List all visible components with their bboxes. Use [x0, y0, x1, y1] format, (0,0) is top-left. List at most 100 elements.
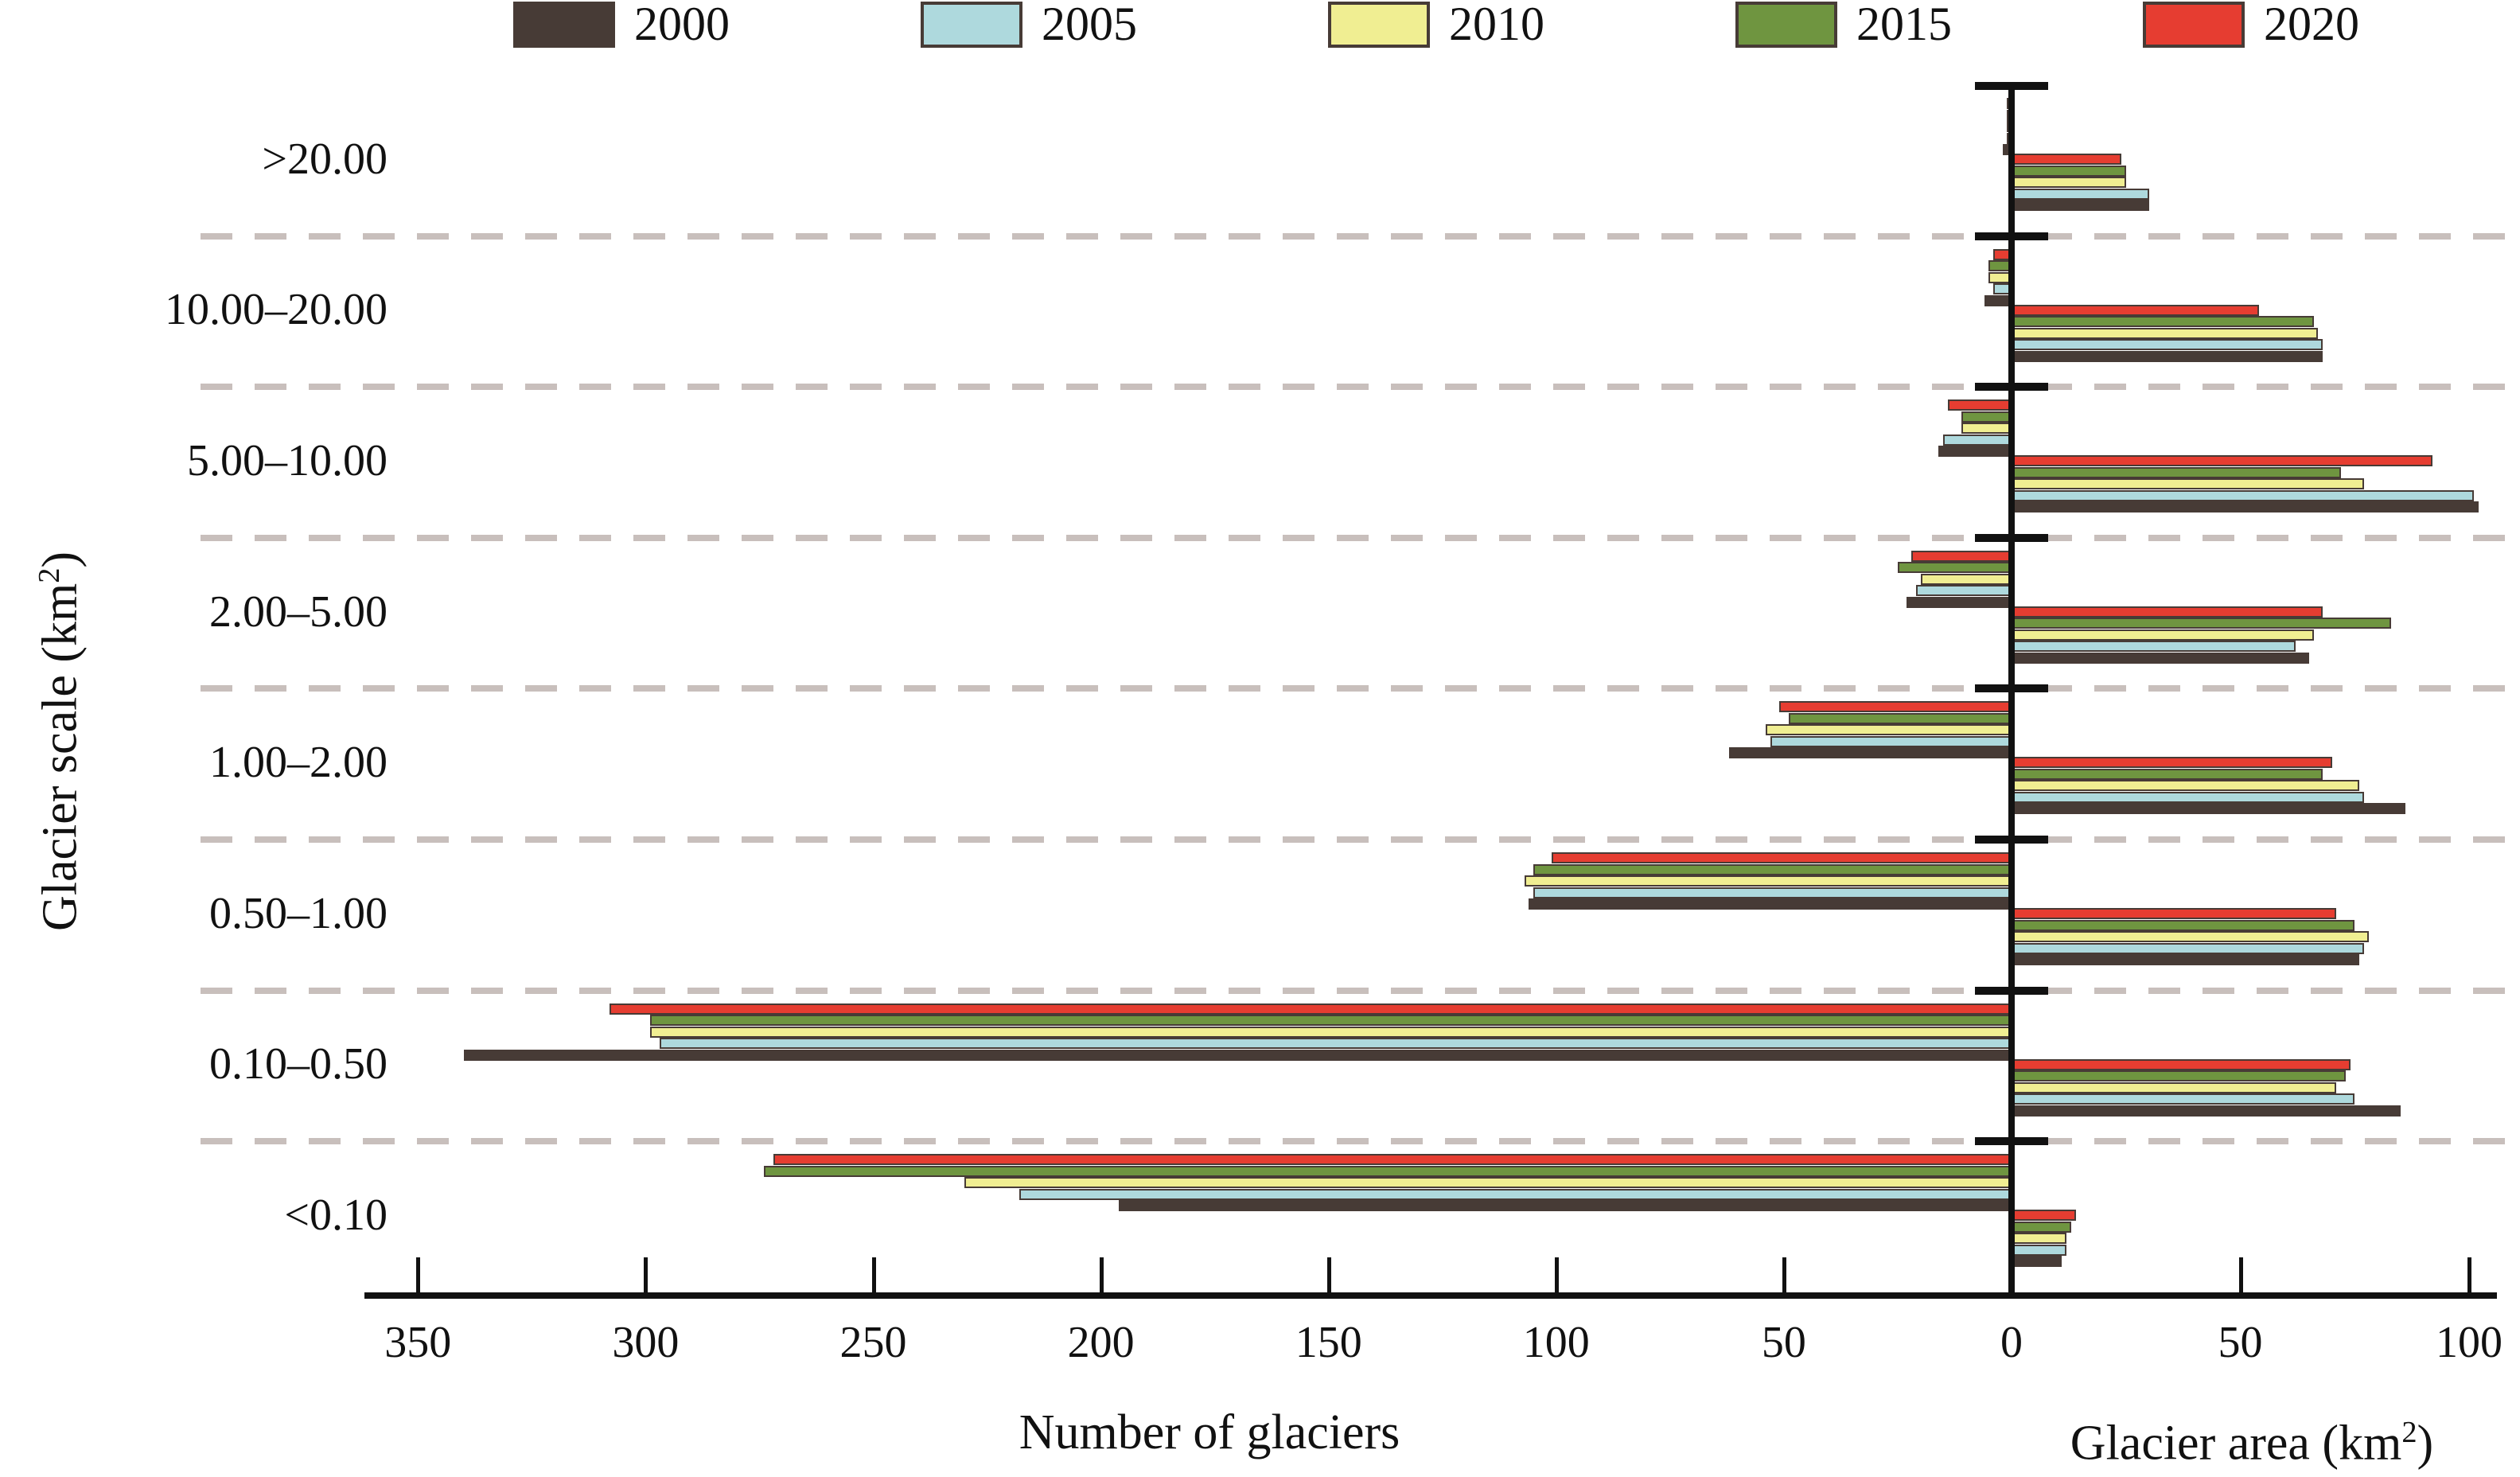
bar-number-2010: [1524, 875, 2012, 887]
y-axis-title-prefix: Glacier scale (km: [33, 583, 88, 931]
category-separator-line: [201, 987, 2516, 994]
x-tick-label: 100: [2436, 1318, 2502, 1367]
bar-number-2015: [1788, 712, 2012, 724]
bar-area-2015: [2012, 1221, 2071, 1233]
bar-area-2005: [2012, 188, 2149, 200]
bar-area-2005: [2012, 641, 2296, 653]
bar-number-2000: [1119, 1200, 2012, 1212]
bar-area-2020: [2012, 606, 2323, 618]
bar-area-2000: [2012, 803, 2405, 815]
x-tick-label: 50: [1761, 1318, 1806, 1367]
bar-number-2000: [1938, 446, 2012, 458]
bar-number-2000: [1529, 898, 2012, 910]
bar-area-2000: [2012, 1256, 2062, 1268]
bar-area-2015: [2012, 919, 2355, 931]
bar-number-2015: [764, 1165, 2012, 1177]
bar-number-2015: [1897, 562, 2012, 574]
legend-item: 2000: [513, 0, 921, 48]
x-axis-title-right-prefix: Glacier area (km: [2070, 1416, 2402, 1471]
bar-area-2010: [2012, 629, 2314, 641]
legend-label: 2005: [1042, 0, 1137, 50]
bar-area-2010: [2012, 780, 2359, 792]
category-label: 5.00–10.00: [187, 436, 388, 485]
right-axis-tick: [2467, 1257, 2471, 1292]
legend-swatch-2005: [921, 2, 1022, 48]
x-tick-label: 350: [384, 1318, 452, 1367]
bar-area-2000: [2012, 1105, 2401, 1117]
x-tick-label: 150: [1295, 1318, 1362, 1367]
bar-area-2015: [2012, 768, 2323, 780]
category-label: 0.10–0.50: [209, 1039, 388, 1089]
category-label: >20.00: [262, 134, 388, 184]
category-separator-line: [201, 232, 2516, 240]
category-separator-line: [201, 836, 2516, 843]
category-label: 10.00–20.00: [165, 285, 388, 335]
x-tick-label: 300: [612, 1318, 680, 1367]
bar-number-2020: [609, 1003, 2012, 1015]
bar-number-2000: [1907, 596, 2012, 608]
bar-area-2005: [2012, 791, 2364, 803]
legend-swatch-2020: [2143, 2, 2245, 48]
y-axis-title: Glacier scale (km2): [24, 551, 88, 931]
bar-area-2010: [2012, 327, 2319, 339]
bar-number-2015: [1961, 411, 2012, 423]
bar-number-2005: [1019, 1188, 2012, 1200]
bar-number-2015: [1533, 863, 2012, 875]
x-axis-title-right: Glacier area (km2): [1957, 1407, 2520, 1469]
y-axis-title-sup: 2: [33, 567, 66, 583]
legend-swatch-2010: [1328, 2, 1430, 48]
left-axis-tick: [871, 1257, 876, 1292]
legend-label: 2010: [1449, 0, 1544, 50]
left-axis-tick: [644, 1257, 649, 1292]
x-tick-label: 200: [1067, 1318, 1135, 1367]
bar-number-2000: [1984, 294, 2012, 306]
bar-area-2005: [2012, 1244, 2066, 1256]
legend: 2000 2005 2010 2015 2020: [513, 0, 2520, 48]
bar-area-2020: [2012, 154, 2121, 165]
bar-number-2020: [1779, 701, 2012, 713]
legend-item: 2020: [2143, 0, 2520, 48]
bar-area-2005: [2012, 339, 2323, 351]
bar-area-2000: [2012, 200, 2149, 211]
bar-area-2010: [2012, 1233, 2066, 1245]
category-separator-line: [201, 384, 2516, 391]
bar-number-2010: [1766, 724, 2012, 736]
bar-area-2015: [2012, 618, 2392, 629]
category-label: 0.50–1.00: [209, 888, 388, 938]
left-axis-tick: [1326, 1257, 1331, 1292]
bar-area-2010: [2012, 177, 2126, 188]
bar-area-2015: [2012, 1070, 2346, 1082]
bar-number-2020: [1911, 550, 2012, 562]
bar-area-2005: [2012, 489, 2474, 501]
bar-number-2000: [463, 1049, 2012, 1061]
bar-area-2020: [2012, 455, 2432, 467]
bar-number-2010: [964, 1177, 2012, 1189]
x-tick-label: 0: [2000, 1318, 2023, 1367]
legend-label: 2020: [2264, 0, 2359, 50]
category-label: 1.00–2.00: [209, 738, 388, 788]
bar-area-2020: [2012, 304, 2259, 316]
category-separator-line: [201, 1138, 2516, 1145]
left-axis-tick: [1782, 1257, 1786, 1292]
left-axis-tick: [1099, 1257, 1104, 1292]
category-separator-line: [201, 685, 2516, 692]
legend-item: 2015: [1735, 0, 2143, 48]
category-label: 2.00–5.00: [209, 587, 388, 637]
legend-swatch-2015: [1735, 2, 1837, 48]
bar-area-2005: [2012, 942, 2364, 954]
x-axis-title-left: Number of glaciers: [716, 1407, 1703, 1458]
bar-number-2010: [1920, 573, 2012, 585]
bar-area-2010: [2012, 478, 2364, 490]
bar-area-2020: [2012, 1210, 2076, 1222]
bar-area-2000: [2012, 501, 2479, 513]
bar-number-2015: [650, 1015, 2012, 1027]
bar-number-2000: [1729, 747, 2012, 759]
left-axis-tick: [416, 1257, 421, 1292]
zero-tick: [2010, 1257, 2014, 1292]
legend-item: 2005: [921, 0, 1328, 48]
bar-area-2015: [2012, 316, 2314, 328]
bar-area-2015: [2012, 165, 2126, 177]
x-tick-label: 50: [2218, 1318, 2263, 1367]
x-axis-title-right-suffix: ): [2417, 1416, 2434, 1471]
